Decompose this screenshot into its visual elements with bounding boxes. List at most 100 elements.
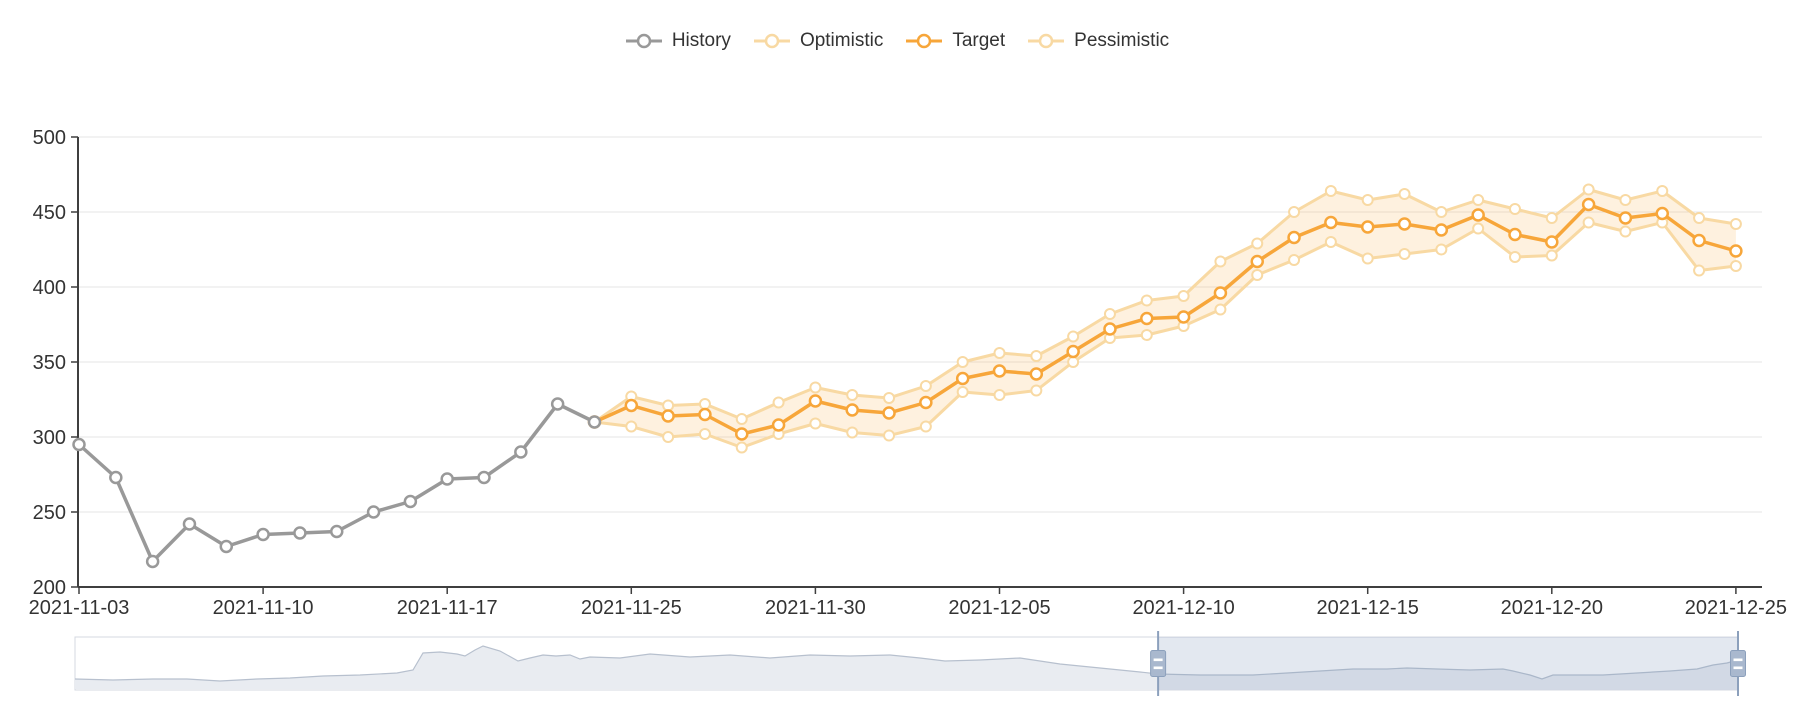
optimistic-point[interactable] [1693,212,1706,224]
target-point[interactable] [919,395,933,410]
optimistic-point[interactable] [1140,294,1153,307]
legend-item-optimistic[interactable]: Optimistic [753,28,883,54]
optimistic-point[interactable] [1288,206,1301,218]
target-point[interactable] [1250,254,1264,269]
target-point[interactable] [1324,215,1338,230]
pessimistic-point[interactable] [1361,252,1374,265]
pessimistic-point[interactable] [1619,225,1632,238]
legend-item-target[interactable]: Target [905,28,1005,54]
history-point[interactable] [587,415,602,429]
pessimistic-point[interactable] [1435,243,1448,256]
pessimistic-point[interactable] [662,431,675,443]
pessimistic-point[interactable] [1251,269,1264,281]
optimistic-point[interactable] [1030,350,1043,362]
target-point[interactable] [955,371,970,386]
datazoom-selected-window[interactable] [1158,637,1738,690]
target-point[interactable] [1729,244,1743,258]
history-point[interactable] [109,470,123,485]
optimistic-point[interactable] [1435,206,1448,218]
optimistic-point[interactable] [1324,185,1337,197]
pessimistic-point[interactable] [1030,384,1043,397]
pessimistic-point[interactable] [735,441,748,454]
optimistic-point[interactable] [735,413,748,425]
optimistic-point[interactable] [993,347,1006,359]
legend-item-pessimistic[interactable]: Pessimistic [1027,28,1169,54]
optimistic-point[interactable] [1545,212,1558,224]
optimistic-point[interactable] [1729,218,1742,230]
history-point[interactable] [403,494,418,509]
pessimistic-point[interactable] [956,386,969,398]
optimistic-point[interactable] [1472,194,1485,206]
target-point[interactable] [992,364,1007,378]
optimistic-point[interactable] [1361,194,1374,206]
pessimistic-point[interactable] [1214,303,1227,316]
optimistic-point[interactable] [1508,203,1521,215]
target-point[interactable] [1287,230,1301,245]
target-point[interactable] [882,406,896,420]
optimistic-point[interactable] [919,380,932,392]
target-point[interactable] [735,427,749,441]
target-point[interactable] [1140,311,1154,326]
optimistic-point[interactable] [1619,194,1632,206]
pessimistic-point[interactable] [1140,329,1153,341]
target-point[interactable] [1360,220,1375,234]
target-point[interactable] [1692,233,1706,248]
target-point[interactable] [1029,367,1044,381]
pessimistic-point[interactable] [1729,260,1742,272]
pessimistic-point[interactable] [919,420,932,433]
history-point[interactable] [293,526,307,540]
target-point[interactable] [1066,344,1080,359]
history-point[interactable] [329,524,344,539]
optimistic-point[interactable] [956,356,969,368]
target-point[interactable] [1545,235,1559,249]
target-point[interactable] [1508,227,1522,242]
pessimistic-point[interactable] [809,417,822,430]
history-point[interactable] [219,539,234,554]
target-point[interactable] [808,394,823,408]
optimistic-point[interactable] [1067,330,1080,343]
target-point[interactable] [1581,197,1596,212]
legend-item-history[interactable]: History [625,28,731,54]
datazoom-left-handle[interactable] [1150,650,1167,677]
pessimistic-point[interactable] [698,428,711,440]
pessimistic-point[interactable] [883,429,896,442]
pessimistic-point[interactable] [1067,356,1080,368]
optimistic-point[interactable] [772,396,785,409]
pessimistic-point[interactable] [1545,249,1558,262]
history-point[interactable] [440,472,454,486]
optimistic-point[interactable] [1214,255,1227,268]
history-point[interactable] [256,527,270,542]
target-point[interactable] [1213,286,1228,300]
history-point[interactable] [182,517,197,531]
optimistic-point[interactable] [1103,308,1116,320]
optimistic-point[interactable] [1251,237,1264,250]
target-point[interactable] [1103,322,1117,336]
pessimistic-point[interactable] [846,426,859,439]
history-point[interactable] [514,445,528,459]
pessimistic-point[interactable] [1288,254,1301,266]
target-point[interactable] [698,407,712,422]
history-point[interactable] [72,437,86,452]
datazoom-right-handle[interactable] [1730,650,1746,677]
optimistic-point[interactable] [1582,183,1595,196]
optimistic-point[interactable] [846,389,859,401]
target-point[interactable] [661,409,675,423]
target-point[interactable] [624,398,639,413]
target-point[interactable] [1618,211,1633,225]
history-point[interactable] [477,470,491,485]
target-point[interactable] [1471,208,1485,222]
history-point[interactable] [145,554,160,569]
target-point[interactable] [1176,310,1191,324]
pessimistic-point[interactable] [1693,264,1706,277]
optimistic-point[interactable] [698,398,711,410]
target-point[interactable] [845,403,859,417]
history-point[interactable] [550,397,565,411]
pessimistic-point[interactable] [625,420,638,433]
optimistic-point[interactable] [883,392,896,404]
pessimistic-point[interactable] [1324,236,1337,248]
optimistic-point[interactable] [1656,185,1669,197]
pessimistic-point[interactable] [1472,222,1485,235]
target-point[interactable] [771,418,786,432]
pessimistic-point[interactable] [1398,248,1411,260]
pessimistic-point[interactable] [993,389,1006,401]
